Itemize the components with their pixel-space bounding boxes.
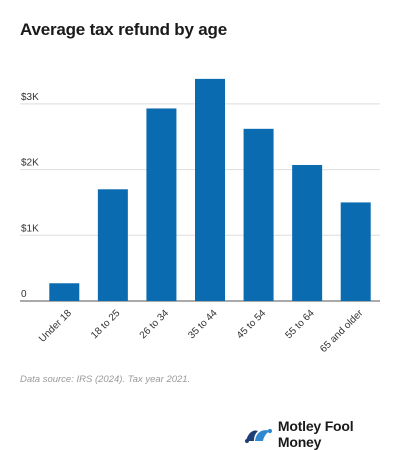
bar — [243, 128, 274, 301]
y-tick-label: 0 — [21, 289, 27, 300]
x-axis-tick-labels: Under 18 18 to 25 26 to 34 35 to 44 45 to 54… — [37, 307, 366, 355]
brand-name: Motley Fool Money — [277, 418, 354, 450]
data-source-note: Data source: IRS (2024). Tax year 2021. — [20, 374, 191, 385]
bar-chart: 0 $1K $2K $3K Under 18 18 to 25 26 to 34 35 to… — [20, 78, 380, 355]
y-tick-label: $1K — [21, 223, 39, 234]
chart-title: Average tax refund by age — [20, 20, 227, 39]
jester-cap-icon — [244, 428, 273, 443]
bars — [49, 78, 371, 301]
bar — [49, 283, 80, 301]
x-tick-label: 55 to 64 — [283, 308, 317, 342]
x-tick-label: 18 to 25 — [89, 308, 123, 342]
x-tick-label: 45 to 54 — [235, 308, 269, 342]
bar — [292, 164, 323, 301]
y-axis-tick-labels: 0 $1K $2K $3K — [21, 92, 39, 300]
x-tick-label: 65 and older — [318, 307, 366, 355]
y-tick-label: $2K — [21, 158, 39, 169]
bar — [97, 189, 128, 301]
bar — [146, 108, 177, 301]
brand-logo: Motley Fool Money — [244, 418, 400, 450]
x-tick-label: 26 to 34 — [138, 308, 172, 342]
x-tick-label: 35 to 44 — [186, 308, 220, 342]
y-tick-label: $3K — [21, 92, 39, 103]
bar — [340, 202, 371, 301]
bar — [195, 78, 225, 301]
x-tick-label: Under 18 — [37, 308, 74, 345]
